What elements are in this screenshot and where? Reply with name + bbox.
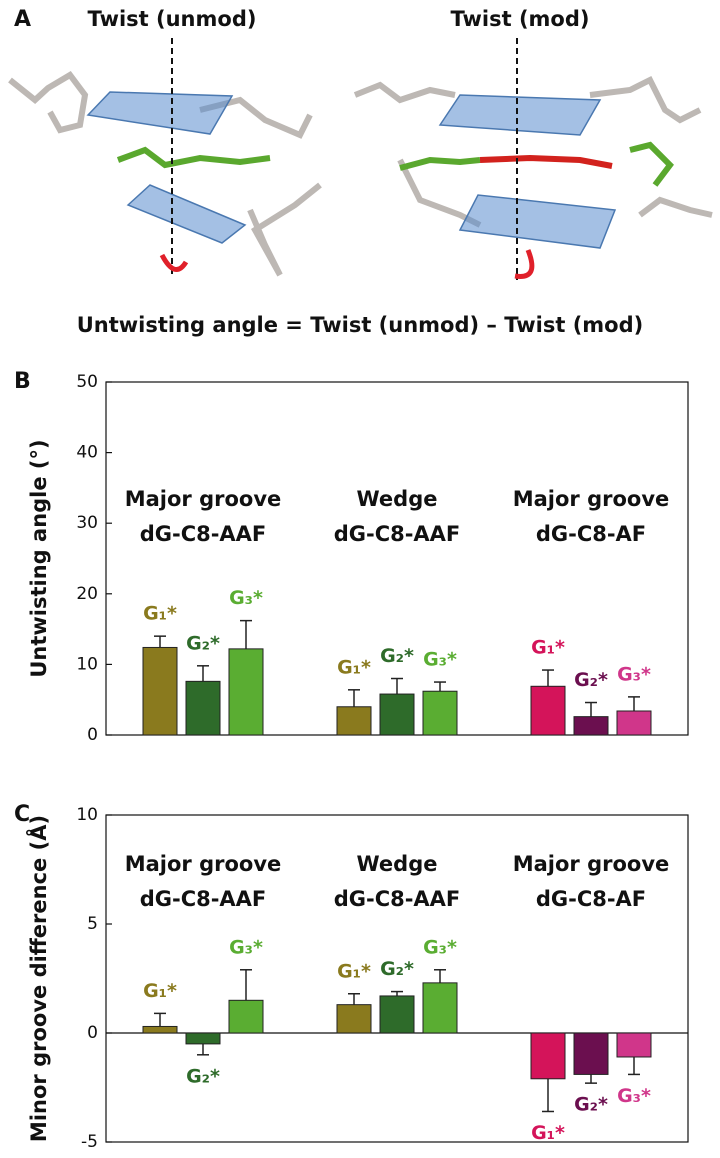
equation: Untwisting angle = Twist (unmod) – Twist… bbox=[77, 313, 644, 337]
panel-title: Twist (unmod) bbox=[88, 7, 257, 31]
y-tick-label: 0 bbox=[87, 1023, 98, 1043]
backbone bbox=[8, 71, 89, 134]
adduct bbox=[479, 154, 613, 169]
panel-label: A bbox=[14, 7, 31, 32]
y-tick-label: 30 bbox=[76, 513, 98, 533]
bar bbox=[616, 1032, 652, 1058]
y-tick-label: 20 bbox=[76, 584, 98, 604]
bar bbox=[422, 982, 458, 1034]
bar bbox=[379, 693, 415, 736]
y-tick-label: 50 bbox=[76, 372, 98, 392]
bar-label: G₃* bbox=[617, 663, 651, 685]
adduct bbox=[399, 156, 481, 171]
bar-label: G₃* bbox=[229, 587, 263, 609]
backbone bbox=[589, 75, 702, 124]
bar-label: G₃* bbox=[229, 936, 263, 958]
bar bbox=[422, 690, 458, 736]
bar-label: G₁* bbox=[337, 656, 371, 678]
group-title: Major groove bbox=[125, 487, 282, 511]
base-plate bbox=[86, 91, 234, 135]
bar bbox=[142, 1025, 178, 1034]
bar-label: G₂* bbox=[380, 958, 414, 980]
group-title: dG-C8-AAF bbox=[334, 522, 461, 546]
bar-label: G₁* bbox=[143, 980, 177, 1002]
bar-label: G₂* bbox=[186, 1065, 220, 1087]
backbone bbox=[247, 182, 322, 277]
rotation-arrow bbox=[514, 249, 535, 279]
bar bbox=[379, 995, 415, 1034]
bar bbox=[228, 648, 264, 736]
bar-label: G₁* bbox=[143, 603, 177, 625]
bar-label: G₃* bbox=[617, 1085, 651, 1107]
group-title: dG-C8-AAF bbox=[334, 887, 461, 911]
bar-label: G₁* bbox=[531, 637, 565, 659]
group-title: Wedge bbox=[357, 852, 438, 876]
bar-label: G₂* bbox=[380, 645, 414, 667]
y-tick-label: 0 bbox=[87, 725, 98, 745]
bar bbox=[142, 646, 178, 736]
bar-label: G₂* bbox=[574, 1094, 608, 1116]
group-title: Major groove bbox=[513, 487, 670, 511]
panel-label: B bbox=[14, 369, 31, 394]
backbone bbox=[638, 196, 713, 218]
bar-label: G₁* bbox=[531, 1122, 565, 1144]
group-title: dG-C8-AF bbox=[536, 522, 646, 546]
group-title: Major groove bbox=[125, 852, 282, 876]
bar-label: G₂* bbox=[186, 632, 220, 654]
group-title: dG-C8-AAF bbox=[140, 522, 267, 546]
bar bbox=[336, 1004, 372, 1034]
bar bbox=[573, 1032, 609, 1075]
plot-frame bbox=[105, 814, 689, 1143]
bar bbox=[336, 706, 372, 736]
bar bbox=[530, 1032, 566, 1080]
bar bbox=[185, 1032, 221, 1045]
group-title: Wedge bbox=[357, 487, 438, 511]
group-title: dG-C8-AAF bbox=[140, 887, 267, 911]
y-tick-label: 40 bbox=[76, 443, 98, 463]
bar bbox=[185, 680, 221, 736]
panel-a: A Twist (unmod) Twist (mod) Untwisting a… bbox=[8, 7, 713, 337]
panel-label: C bbox=[14, 802, 30, 827]
backbone bbox=[353, 81, 456, 104]
y-tick-label: -5 bbox=[81, 1132, 98, 1152]
panel-title: Twist (mod) bbox=[450, 7, 589, 31]
y-tick-label: 10 bbox=[76, 654, 98, 674]
bar-label: G₂* bbox=[574, 669, 608, 691]
base-plate bbox=[126, 184, 247, 244]
bar bbox=[228, 999, 264, 1034]
base-plate bbox=[438, 94, 602, 136]
bar bbox=[530, 685, 566, 736]
rotation-arrow bbox=[159, 253, 189, 272]
y-tick-label: 5 bbox=[87, 914, 98, 934]
y-axis-label: Untwisting angle (°) bbox=[27, 439, 51, 677]
adduct bbox=[629, 141, 674, 187]
bar-label: G₃* bbox=[423, 936, 457, 958]
adduct bbox=[116, 146, 271, 169]
group-title: Major groove bbox=[513, 852, 670, 876]
y-axis-label: Minor groove difference (Å) bbox=[26, 815, 51, 1142]
base-plate bbox=[458, 194, 617, 249]
bar-label: G₃* bbox=[423, 649, 457, 671]
bar bbox=[573, 716, 609, 736]
bar bbox=[616, 710, 652, 736]
bar-label: G₁* bbox=[337, 960, 371, 982]
group-title: dG-C8-AF bbox=[536, 887, 646, 911]
y-tick-label: 10 bbox=[76, 805, 98, 825]
